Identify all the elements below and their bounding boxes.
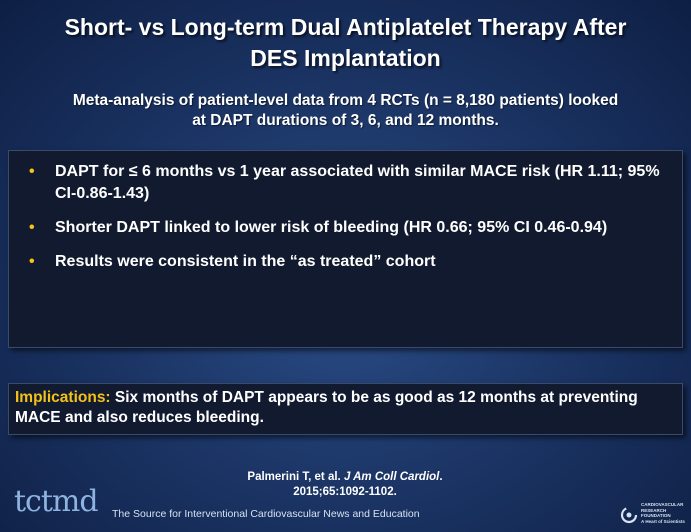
citation-period: . xyxy=(439,471,443,483)
findings-box: • DAPT for ≤ 6 months vs 1 year associat… xyxy=(8,150,683,348)
finding-item: • Results were consistent in the “as tre… xyxy=(29,251,668,273)
bullet-icon: • xyxy=(29,253,35,270)
crf-line-3: FOUNDATION xyxy=(641,513,671,518)
finding-text: Results were consistent in the “as treat… xyxy=(55,253,436,270)
implications-label: Implications: xyxy=(15,389,111,406)
footer-tagline: The Source for Interventional Cardiovasc… xyxy=(112,508,420,520)
citation: Palmerini T, et al. J Am Coll Cardiol. 2… xyxy=(230,470,460,500)
tctmd-logo: tctmd xyxy=(14,484,99,519)
findings-list: • DAPT for ≤ 6 months vs 1 year associat… xyxy=(9,151,682,273)
crf-logo-icon xyxy=(620,506,638,524)
citation-authors: Palmerini T, et al. xyxy=(247,471,344,483)
citation-line-2: 2015;65:1092-1102. xyxy=(293,486,397,498)
crf-line-1: CARDIOVASCULAR xyxy=(641,502,684,507)
finding-text: Shorter DAPT linked to lower risk of ble… xyxy=(55,219,608,236)
bullet-icon: • xyxy=(29,163,35,180)
implications-box: Implications: Six months of DAPT appears… xyxy=(8,383,683,435)
crf-logo-text: CARDIOVASCULAR RESEARCH FOUNDATION A Hea… xyxy=(641,502,689,524)
title-line-2: DES Implantation xyxy=(250,45,441,71)
finding-item: • DAPT for ≤ 6 months vs 1 year associat… xyxy=(29,161,668,205)
citation-journal: J Am Coll Cardiol xyxy=(343,471,440,483)
subtitle-line-2: at DAPT durations of 3, 6, and 12 months… xyxy=(192,112,499,129)
citation-line-1: Palmerini T, et al. J Am Coll Cardiol. xyxy=(230,470,460,485)
bullet-icon: • xyxy=(29,219,35,236)
finding-item: • Shorter DAPT linked to lower risk of b… xyxy=(29,217,668,239)
crf-line-2: RESEARCH xyxy=(641,507,667,513)
slide-title: Short- vs Long-term Dual Antiplatelet Th… xyxy=(0,12,691,74)
title-line-1: Short- vs Long-term Dual Antiplatelet Th… xyxy=(64,14,627,40)
slide-subtitle: Meta-analysis of patient-level data from… xyxy=(0,91,691,131)
finding-text: DAPT for ≤ 6 months vs 1 year associated… xyxy=(55,163,660,202)
subtitle-line-1: Meta-analysis of patient-level data from… xyxy=(72,92,619,109)
implications-text: Six months of DAPT appears to be as good… xyxy=(15,389,638,426)
crf-line-4: A Heart of Scientists xyxy=(641,518,685,524)
